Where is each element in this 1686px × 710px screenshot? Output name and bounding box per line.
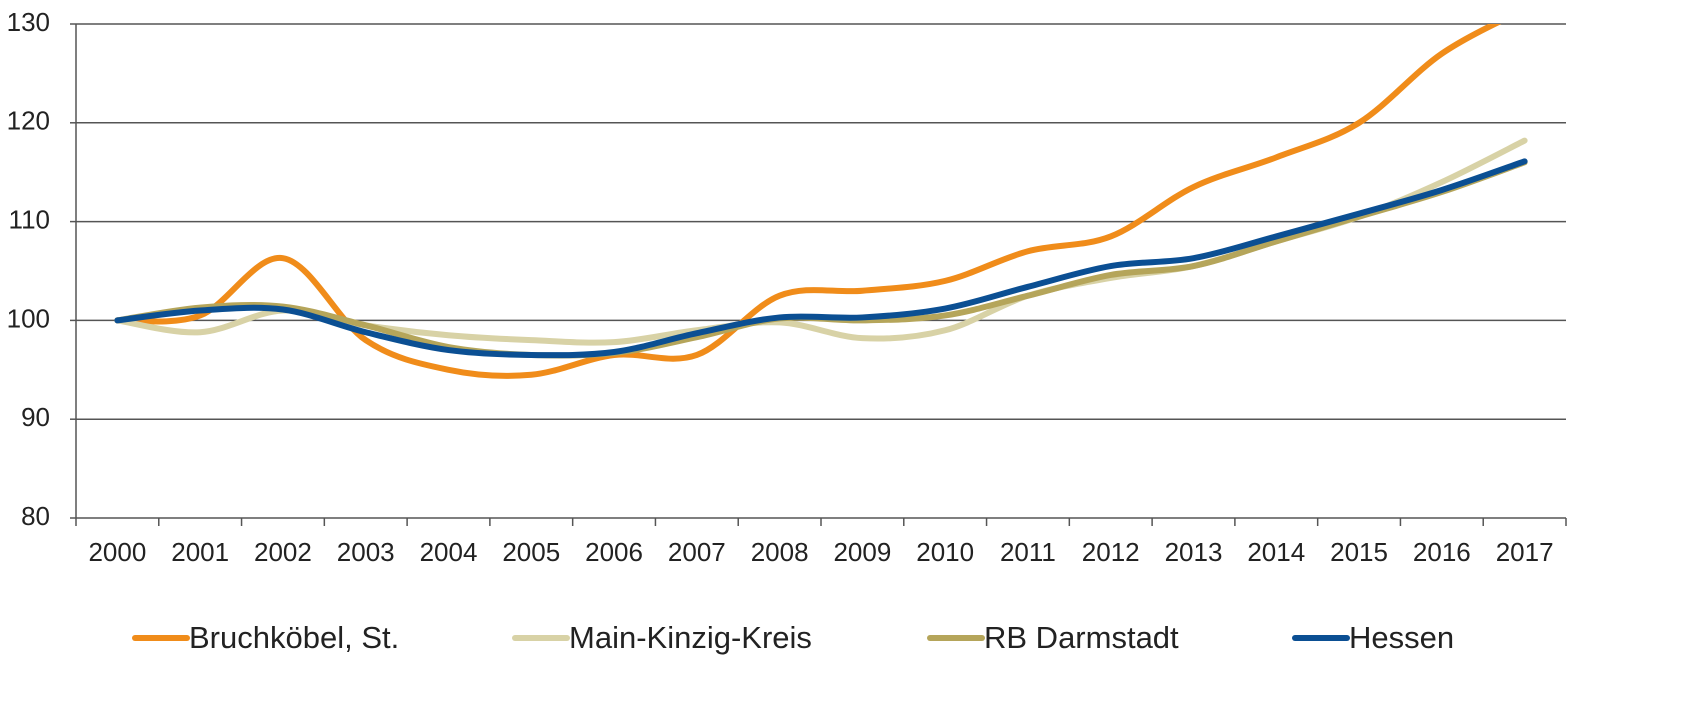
x-tick-label: 2005 (502, 537, 560, 567)
series-line (114, 159, 1528, 359)
legend-label: Bruchköbel, St. (189, 620, 399, 655)
x-tick-label: 2004 (420, 537, 478, 567)
x-tick-label: 2008 (751, 537, 809, 567)
x-tick-label: 2016 (1413, 537, 1471, 567)
x-tick-label: 2012 (1082, 537, 1140, 567)
x-tick-label: 2009 (833, 537, 891, 567)
x-tick-label: 2002 (254, 537, 312, 567)
y-tick-label: 100 (7, 303, 50, 333)
y-tick-label: 80 (21, 501, 50, 531)
x-tick-label: 2010 (916, 537, 974, 567)
x-tick-label: 2007 (668, 537, 726, 567)
legend-label: Hessen (1349, 620, 1454, 655)
y-tick-label: 110 (9, 204, 50, 234)
y-tick-label: 90 (21, 402, 50, 432)
legend-label: Main-Kinzig-Kreis (569, 620, 812, 655)
x-tick-label: 2001 (171, 537, 229, 567)
x-tick-label: 2003 (337, 537, 395, 567)
legend-label: RB Darmstadt (984, 620, 1179, 655)
x-tick-label: 2015 (1330, 537, 1388, 567)
plot-area (114, 24, 1528, 379)
x-tick-label: 2011 (1000, 537, 1056, 567)
x-tick-label: 2017 (1496, 537, 1554, 567)
series-line (114, 137, 1528, 346)
y-tick-label: 120 (7, 106, 50, 136)
x-tick-label: 2006 (585, 537, 643, 567)
series-line (114, 158, 1528, 359)
x-tick-label: 2014 (1247, 537, 1305, 567)
y-tick-label: 130 (7, 7, 50, 37)
x-tick-label: 2013 (1165, 537, 1223, 567)
x-tick-label: 2000 (88, 537, 146, 567)
